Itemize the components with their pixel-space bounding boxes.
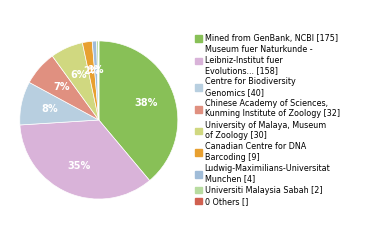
Wedge shape — [20, 82, 99, 125]
Text: 35%: 35% — [68, 161, 91, 171]
Text: 7%: 7% — [53, 82, 70, 92]
Text: 2%: 2% — [83, 66, 100, 76]
Wedge shape — [52, 43, 99, 120]
Text: 38%: 38% — [134, 98, 157, 108]
Text: 1%: 1% — [88, 65, 104, 75]
Text: 6%: 6% — [70, 70, 87, 79]
Wedge shape — [20, 120, 150, 199]
Legend: Mined from GenBank, NCBI [175], Museum fuer Naturkunde -
Leibniz-Institut fuer
E: Mined from GenBank, NCBI [175], Museum f… — [194, 33, 340, 207]
Wedge shape — [92, 41, 99, 120]
Wedge shape — [97, 41, 99, 120]
Wedge shape — [82, 41, 99, 120]
Wedge shape — [29, 56, 99, 120]
Text: 8%: 8% — [42, 104, 59, 114]
Wedge shape — [99, 41, 178, 180]
